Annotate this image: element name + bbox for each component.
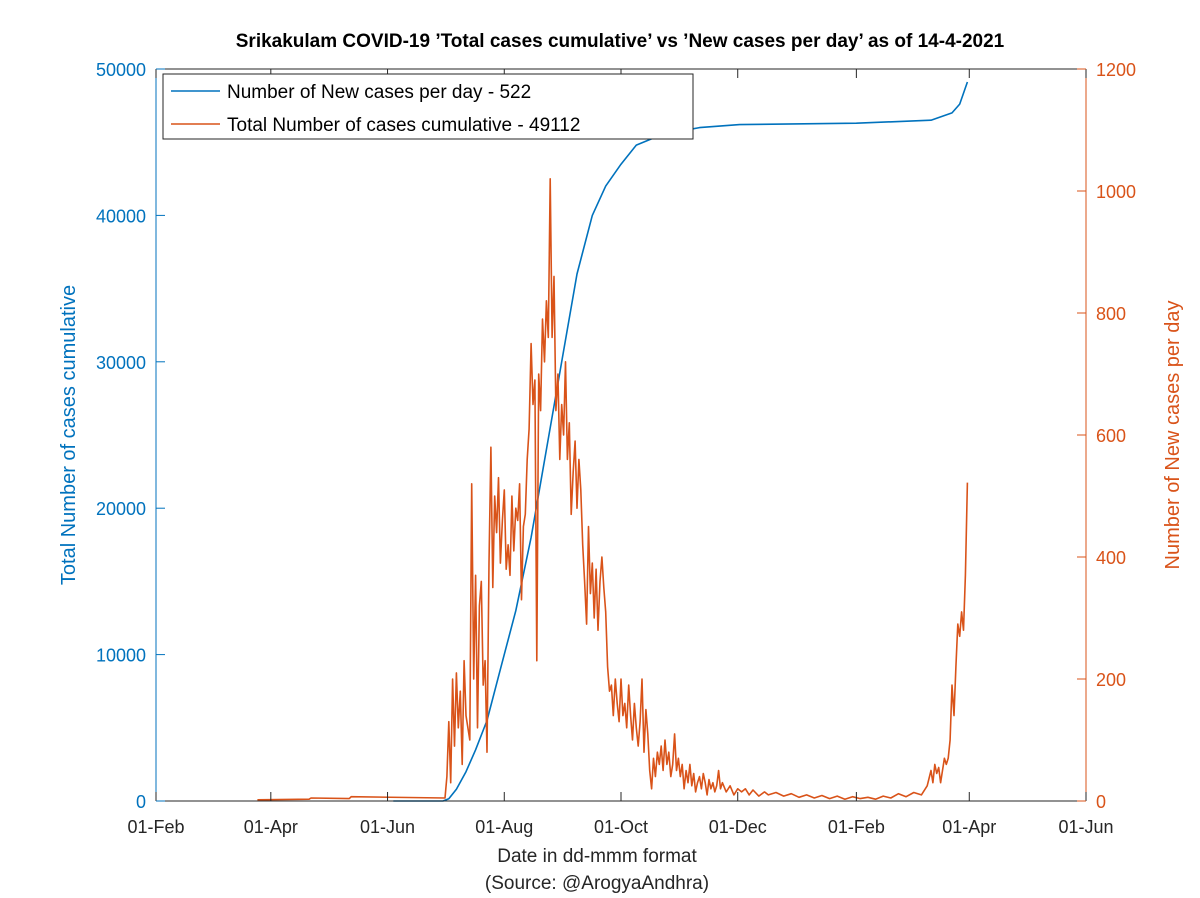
x-tick-label: 01-Feb	[828, 817, 885, 837]
right-tick-label: 800	[1096, 304, 1126, 324]
x-tick-label: 01-Aug	[475, 817, 533, 837]
legend-entry-new-cases: Number of New cases per day - 522	[227, 82, 531, 103]
left-tick-label: 0	[136, 792, 146, 812]
right-tick-label: 0	[1096, 792, 1106, 812]
x-axis-label: Date in dd-mmm format	[497, 846, 697, 867]
chart-title: Srikakulam COVID-19 ’Total cases cumulat…	[236, 31, 1005, 52]
x-tick-label: 01-Oct	[594, 817, 648, 837]
left-tick-label: 50000	[96, 60, 146, 80]
right-axis-label: Number of New cases per day	[1162, 300, 1184, 569]
right-tick-label: 400	[1096, 548, 1126, 568]
right-tick-label: 200	[1096, 670, 1126, 690]
legend-entry-cumulative: Total Number of cases cumulative - 49112	[227, 115, 580, 136]
x-tick-label: 01-Feb	[127, 817, 184, 837]
left-axis-label: Total Number of cases cumulative	[58, 285, 80, 585]
right-tick-label: 1000	[1096, 182, 1136, 202]
left-tick-label: 20000	[96, 499, 146, 519]
x-tick-label: 01-Jun	[360, 817, 415, 837]
x-tick-label: 01-Apr	[244, 817, 298, 837]
x-tick-label: 01-Dec	[709, 817, 767, 837]
left-axis-ticks: 0 10000 20000 30000 40000 50000	[96, 60, 165, 812]
left-tick-label: 10000	[96, 646, 146, 666]
legend: Number of New cases per day - 522 Total …	[163, 74, 693, 139]
right-tick-label: 600	[1096, 426, 1126, 446]
x-tick-label: 01-Jun	[1058, 817, 1113, 837]
source-label: (Source: @ArogyaAndhra)	[485, 873, 709, 894]
right-tick-label: 1200	[1096, 60, 1136, 80]
left-tick-label: 40000	[96, 206, 146, 226]
x-tick-label: 01-Apr	[942, 817, 996, 837]
left-tick-label: 30000	[96, 353, 146, 373]
